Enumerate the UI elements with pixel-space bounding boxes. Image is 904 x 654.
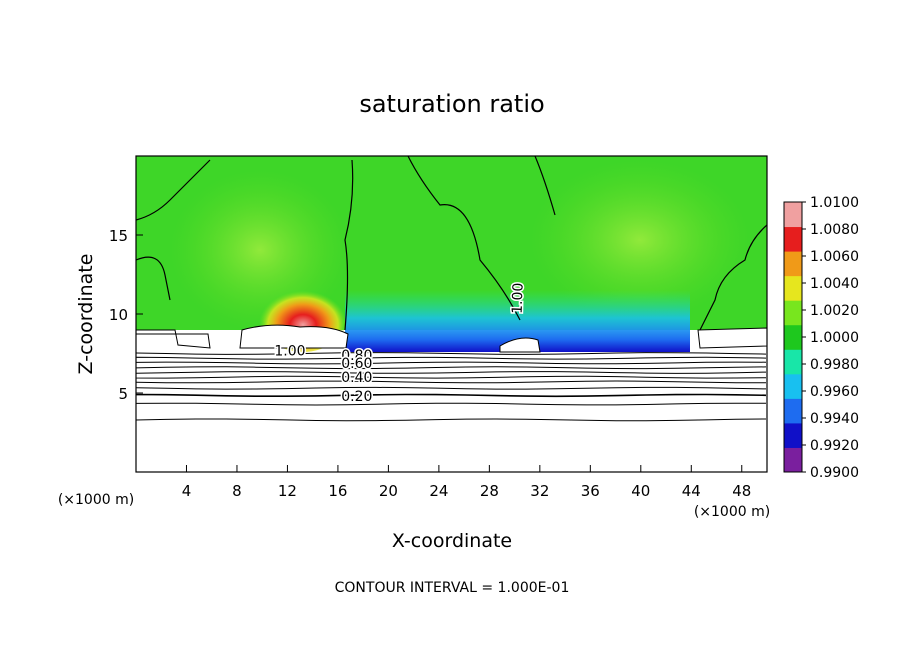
contour-one-left [136, 159, 211, 301]
colorbar-label: 1.0080 [810, 222, 859, 238]
contour-line [136, 361, 767, 365]
y-axis-label: Z-coordinate [75, 254, 97, 375]
x-tick-label: 12 [278, 482, 297, 500]
x-tick-label: 32 [530, 482, 549, 500]
x-tick-label: 24 [429, 482, 448, 500]
colorbar-label: 0.9900 [810, 465, 859, 481]
x-tick-label: 36 [581, 482, 600, 500]
contour-lines [136, 352, 767, 422]
contour-line [136, 352, 767, 355]
colorbar-segment [784, 398, 802, 424]
contour-one-center [344, 156, 521, 331]
contour-label: 1.00 [510, 282, 527, 314]
cloud-patch-mid [499, 337, 541, 353]
x-tick-label: 40 [631, 482, 650, 500]
y-tick-label: 5 [118, 385, 128, 403]
contour-one-upper [534, 156, 556, 216]
colorbar-segment [784, 251, 802, 277]
colorbar-segment [784, 300, 802, 326]
y-tick-label: 15 [109, 227, 128, 245]
contour-line [136, 380, 767, 384]
cloud-patch-left [136, 329, 211, 349]
colorbar-label: 1.0000 [810, 330, 859, 346]
y-axis-unit: (×1000 m) [58, 492, 134, 508]
chart-title: saturation ratio [359, 90, 544, 118]
colorbar-label: 0.9920 [810, 438, 859, 454]
y-axis-ticks: 5 10 15 [109, 227, 143, 403]
colorbar-label: 0.9940 [810, 411, 859, 427]
colorbar-segment [784, 373, 802, 399]
colorbar-segment [784, 422, 802, 448]
light-band-right [530, 160, 750, 320]
colorbar-segment [784, 275, 802, 301]
colorbar-label: 1.0020 [810, 303, 859, 319]
colorbar-segment [784, 349, 802, 375]
x-tick-label: 16 [328, 482, 347, 500]
contour-label: 0.60 [341, 356, 372, 372]
x-tick-label: 44 [682, 482, 701, 500]
plot-area: 1.00 1.00 0.800.600.40 0.20 [136, 156, 767, 472]
x-tick-label: 4 [182, 482, 192, 500]
colorbar: 1.0100 1.0080 1.0060 1.0040 1.0020 1.0000 0.99… [783, 195, 859, 481]
x-tick-label: 28 [480, 482, 499, 500]
contour-label: 0.80 [341, 348, 372, 364]
cloud-patch-right [697, 327, 767, 349]
x-tick-label: 8 [232, 482, 242, 500]
cloud-patch-center [239, 324, 349, 349]
x-axis-unit: (×1000 m) [694, 504, 770, 520]
colorbar-label: 1.0040 [810, 276, 859, 292]
contour-line [136, 371, 767, 374]
contour-interval-note: CONTOUR INTERVAL = 1.000E-01 [335, 580, 570, 596]
x-tick-label: 20 [379, 482, 398, 500]
contour-label: 1.00 [274, 343, 305, 359]
contour-line [136, 393, 767, 398]
colorbar-segment [784, 447, 802, 473]
colorbar-segment [784, 324, 802, 350]
contour-line [136, 366, 767, 370]
contour-labels: 1.00 1.00 0.800.600.40 0.20 [273, 281, 528, 407]
colorbar-label: 0.9960 [810, 384, 859, 400]
contour-line [136, 375, 767, 379]
colorbar-label: 1.0060 [810, 249, 859, 265]
x-tick-label: 48 [732, 482, 751, 500]
contour-line [136, 402, 767, 406]
colorbar-segment [784, 202, 802, 228]
x-axis-label: X-coordinate [392, 530, 512, 552]
contour-line [136, 356, 767, 360]
x-axis-ticks: 4 8 12 16 20 24 28 32 36 40 44 48 [182, 465, 751, 500]
contour-label: 0.20 [341, 389, 372, 405]
colorbar-label: 0.9980 [810, 357, 859, 373]
colorbar-label: 1.0100 [810, 195, 859, 211]
contour-line [136, 418, 767, 422]
contour-label: 0.40 [341, 370, 372, 386]
y-tick-label: 10 [109, 306, 128, 324]
colorbar-segment [784, 226, 802, 252]
contour-line [136, 386, 767, 390]
contour-one-right [699, 224, 767, 331]
